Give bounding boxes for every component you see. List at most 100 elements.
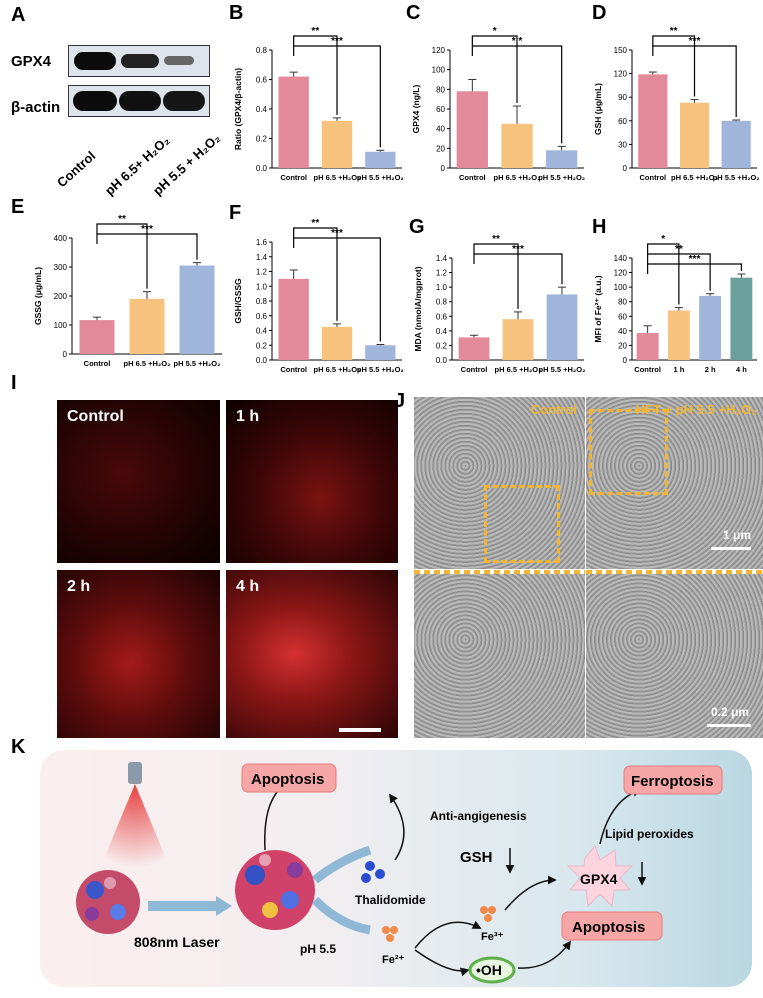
x-tick-label: Control xyxy=(634,365,661,374)
y-tick-label: 120 xyxy=(614,70,628,79)
bar xyxy=(667,310,690,360)
micrograph-label: 4 h xyxy=(236,578,260,595)
x-tick-label: Control xyxy=(84,359,111,368)
y-tick-label: 0.4 xyxy=(436,327,448,336)
lane-labels: Control pH 6.5+ H₂O₂ pH 5.5 + H₂O₂ xyxy=(54,130,223,198)
y-tick-label: 0.4 xyxy=(256,327,268,336)
sig-label: *** xyxy=(331,228,343,239)
bar xyxy=(365,151,396,168)
chart-gssg: 0 100 200 300 400 GSSG (μg/mL) Control pH 6.5 +… xyxy=(33,214,222,368)
y-tick-label: 1.6 xyxy=(256,238,268,247)
band-label-actin: β-actin xyxy=(11,99,61,116)
panel-label-g: G xyxy=(409,216,425,238)
y-tick-label: 100 xyxy=(432,66,446,75)
sig-bracket xyxy=(647,253,711,291)
oh-label: •OH xyxy=(476,962,502,978)
y-tick-label: 120 xyxy=(432,46,446,55)
chart-gsh: 0 30 60 90 120 150 GSH (μg/mL) Control pH 6.5 +H… xyxy=(593,26,760,182)
x-tick-label: pH 5.5 +H₂O₂ xyxy=(357,365,404,374)
tem-label-control: Control xyxy=(530,402,577,417)
bar xyxy=(638,74,668,168)
y-axis-label: GSH/GSSG xyxy=(233,278,243,324)
panel-label-b: B xyxy=(229,2,244,24)
y-tick-label: 300 xyxy=(54,263,68,272)
bar xyxy=(546,150,578,168)
x-tick-label: 4 h xyxy=(736,365,747,374)
y-tick-label: 0.2 xyxy=(436,341,448,350)
y-tick-label: 100 xyxy=(54,321,68,330)
scale-label-1um: 1 μm xyxy=(722,528,751,542)
y-tick-label: 0.0 xyxy=(256,356,268,365)
y-tick-label: 20 xyxy=(618,341,627,350)
western-blot: GPX4 β-actin Control pH 6.5+ H₂O₂ pH 5.5… xyxy=(0,30,230,198)
y-tick-label: 0 xyxy=(623,164,628,173)
sig-label: *** xyxy=(331,36,343,47)
sig-label: ** xyxy=(311,218,319,229)
sig-label: *** xyxy=(512,244,524,255)
sig-bracket xyxy=(96,233,198,260)
laser-beam-icon xyxy=(100,784,170,868)
sig-label: ** xyxy=(311,26,319,37)
y-tick-label: 30 xyxy=(618,140,627,149)
sig-label: ** xyxy=(670,26,678,37)
micrograph-label: 2 h xyxy=(67,578,91,595)
y-tick-label: 0.6 xyxy=(436,312,448,321)
y-tick-label: 90 xyxy=(618,93,627,102)
bar xyxy=(179,265,215,354)
bar xyxy=(546,294,578,360)
y-tick-label: 1.4 xyxy=(436,254,448,263)
bar xyxy=(321,326,353,360)
y-tick-label: 200 xyxy=(54,292,68,301)
sig-bracket xyxy=(471,35,518,104)
sig-label: *** xyxy=(141,224,153,235)
panel-label-h: H xyxy=(592,216,607,238)
sig-bracket xyxy=(647,243,680,305)
micrograph-1h: 1 h xyxy=(226,400,398,563)
y-tick-label: 100 xyxy=(614,283,628,292)
x-tick-label: pH 6.5 +H₂O₂ xyxy=(314,173,361,182)
y-tick-label: 0.8 xyxy=(256,46,268,55)
y-tick-label: 40 xyxy=(436,125,445,134)
bar xyxy=(730,277,753,360)
apoptosis-right-label: Apoptosis xyxy=(572,919,645,936)
micrograph-control: Control xyxy=(57,400,220,563)
bar xyxy=(721,120,751,168)
x-tick-label: Control xyxy=(461,365,488,374)
y-tick-label: 60 xyxy=(618,117,627,126)
tem-control: Control xyxy=(414,397,585,569)
sig-bracket xyxy=(96,223,148,289)
y-tick-label: 0.8 xyxy=(436,298,448,307)
bar xyxy=(79,320,115,354)
y-tick-label: 80 xyxy=(436,85,445,94)
sig-label: * xyxy=(661,234,665,245)
panel-label-f: F xyxy=(229,202,242,224)
fe2-label: Fe²⁺ xyxy=(382,954,405,966)
tem-treated-zoom: 0.2 μm xyxy=(586,574,763,738)
y-tick-label: 0 xyxy=(441,164,446,173)
lane-label-control: Control xyxy=(54,148,98,190)
x-tick-label: pH 6.5 +H₂O₂ xyxy=(495,365,542,374)
bar xyxy=(456,91,488,168)
sig-label: ** xyxy=(118,214,126,225)
bar xyxy=(502,319,534,360)
ph-label: pH 5.5 xyxy=(300,942,336,956)
x-tick-label: pH 5.5 +H₂O₂ xyxy=(357,173,404,182)
y-axis-label: GPX4 (ng/L) xyxy=(411,85,421,134)
panel-label-d: D xyxy=(592,2,607,24)
scale-bar xyxy=(339,728,381,732)
bar xyxy=(365,345,396,360)
apoptosis-box-top xyxy=(241,763,337,793)
x-tick-label: pH 5.5 +H₂O₂ xyxy=(713,173,760,182)
sig-bracket xyxy=(652,45,737,118)
sig-label: * xyxy=(493,26,497,37)
sig-label: ** xyxy=(675,244,683,255)
sig-bracket xyxy=(647,263,742,274)
bar xyxy=(278,278,309,360)
bar xyxy=(636,333,659,360)
tem-treated: HFT + pH 5.5 +H₂O₂ 1 μm xyxy=(586,397,763,569)
anti-angiogenesis-label: Anti-angigenesis xyxy=(430,809,527,823)
y-tick-label: 0.2 xyxy=(256,135,268,144)
chart-fe2-mfi: 0 20 40 60 80 100 120 140 MFI of Fe²⁺ (a.u.) Cont… xyxy=(593,234,757,374)
ferroptosis-label: Ferroptosis xyxy=(631,773,714,790)
sig-bracket xyxy=(293,227,338,321)
